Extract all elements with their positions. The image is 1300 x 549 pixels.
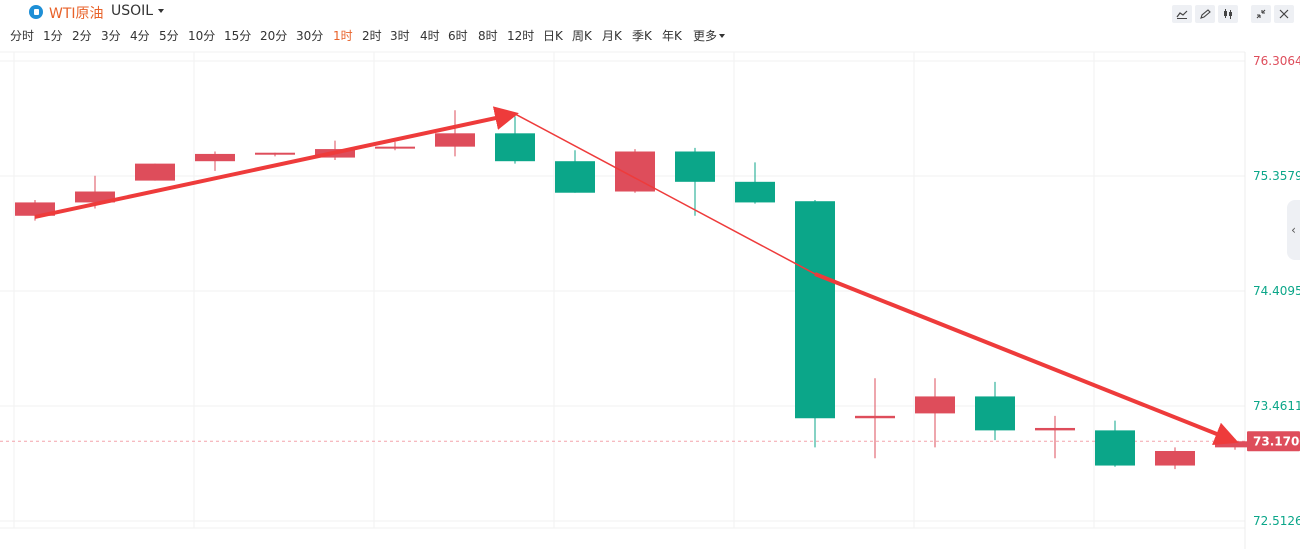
line-tool-icon [1176, 10, 1188, 19]
period-tab[interactable]: 10分 [188, 29, 216, 43]
candle-body [495, 133, 535, 162]
period-tab[interactable]: 月K [602, 29, 622, 43]
candle-body [975, 396, 1015, 431]
shrink-button[interactable] [1251, 5, 1271, 23]
shrink-icon [1256, 9, 1266, 19]
period-tab[interactable]: 季K [632, 29, 652, 43]
candle-body [915, 396, 955, 414]
candle-body [375, 146, 415, 149]
period-tab[interactable]: 1时 [333, 29, 353, 43]
trend-arrow [34, 106, 519, 219]
candle-body [255, 152, 295, 155]
instrument-symbol[interactable]: USOIL [111, 3, 154, 19]
candle-body [435, 133, 475, 147]
period-tab[interactable]: 2时 [362, 29, 382, 43]
period-tab[interactable]: 1分 [43, 29, 63, 43]
candle-body [1155, 450, 1195, 466]
candle-body [675, 151, 715, 182]
period-tab[interactable]: 日K [543, 29, 563, 43]
close-icon [1279, 9, 1289, 19]
candle-body [555, 161, 595, 193]
period-tab[interactable]: 12时 [507, 29, 535, 43]
period-tab[interactable]: 周K [572, 29, 592, 43]
period-tab[interactable]: 6时 [448, 29, 468, 43]
candle-body [1035, 427, 1075, 431]
line-tool-button[interactable] [1172, 5, 1192, 23]
period-tab[interactable]: 3时 [390, 29, 410, 43]
period-tab[interactable]: 5分 [159, 29, 179, 43]
y-tick-label: 75.3579 [1253, 169, 1300, 183]
candle-body [855, 415, 895, 419]
chart-header: WTI原油 USOIL [0, 0, 1300, 24]
period-tab[interactable]: 8时 [478, 29, 498, 43]
period-tab[interactable]: 更多 [693, 27, 726, 44]
period-tab[interactable]: 3分 [101, 29, 121, 43]
side-panel-toggle[interactable]: ‹ [1287, 200, 1300, 260]
candle-body [795, 201, 835, 419]
period-bar: 分时 1分 2分 3分 4分 5分 10分 15分 20分 30分 1时 2时 3时 4时 6时 8时 12时日… [0, 27, 760, 45]
candle-type-icon [1224, 9, 1232, 19]
pen-tool-icon [1200, 9, 1211, 19]
period-tab[interactable]: 4分 [130, 29, 150, 43]
instrument-logo-icon [29, 5, 43, 19]
candle-body [735, 181, 775, 203]
more-dropdown-icon [719, 34, 726, 38]
symbol-dropdown-icon[interactable] [158, 9, 164, 13]
period-tab[interactable]: 分时 [10, 29, 35, 43]
y-tick-label: 76.3064 [1253, 54, 1300, 68]
pen-tool-button[interactable] [1195, 5, 1215, 23]
close-button[interactable] [1274, 5, 1294, 23]
candle-body [135, 163, 175, 181]
y-tick-label: 73.4611 [1253, 399, 1300, 413]
period-tab[interactable]: 20分 [260, 29, 288, 43]
y-tick-label: 72.5126 [1253, 514, 1300, 528]
candle-body [1095, 430, 1135, 466]
candle-type-button[interactable] [1218, 5, 1238, 23]
candle-body [195, 153, 235, 162]
instrument-title: WTI原油 [49, 6, 104, 22]
period-tab[interactable]: 15分 [224, 29, 252, 43]
current-price-label: 73.1700 [1253, 434, 1300, 448]
period-tab[interactable]: 4时 [420, 29, 440, 43]
candle-body [15, 202, 55, 216]
y-tick-label: 74.4095 [1253, 284, 1300, 298]
period-tab[interactable]: 年K [662, 29, 682, 43]
period-tab[interactable]: 2分 [72, 29, 92, 43]
candle-body [75, 191, 115, 203]
current-price-tag [1247, 431, 1300, 452]
trend-line [514, 113, 816, 275]
trend-arrow [814, 272, 1239, 446]
chevron-left-icon: ‹ [1291, 223, 1296, 237]
period-tab[interactable]: 30分 [296, 29, 324, 43]
